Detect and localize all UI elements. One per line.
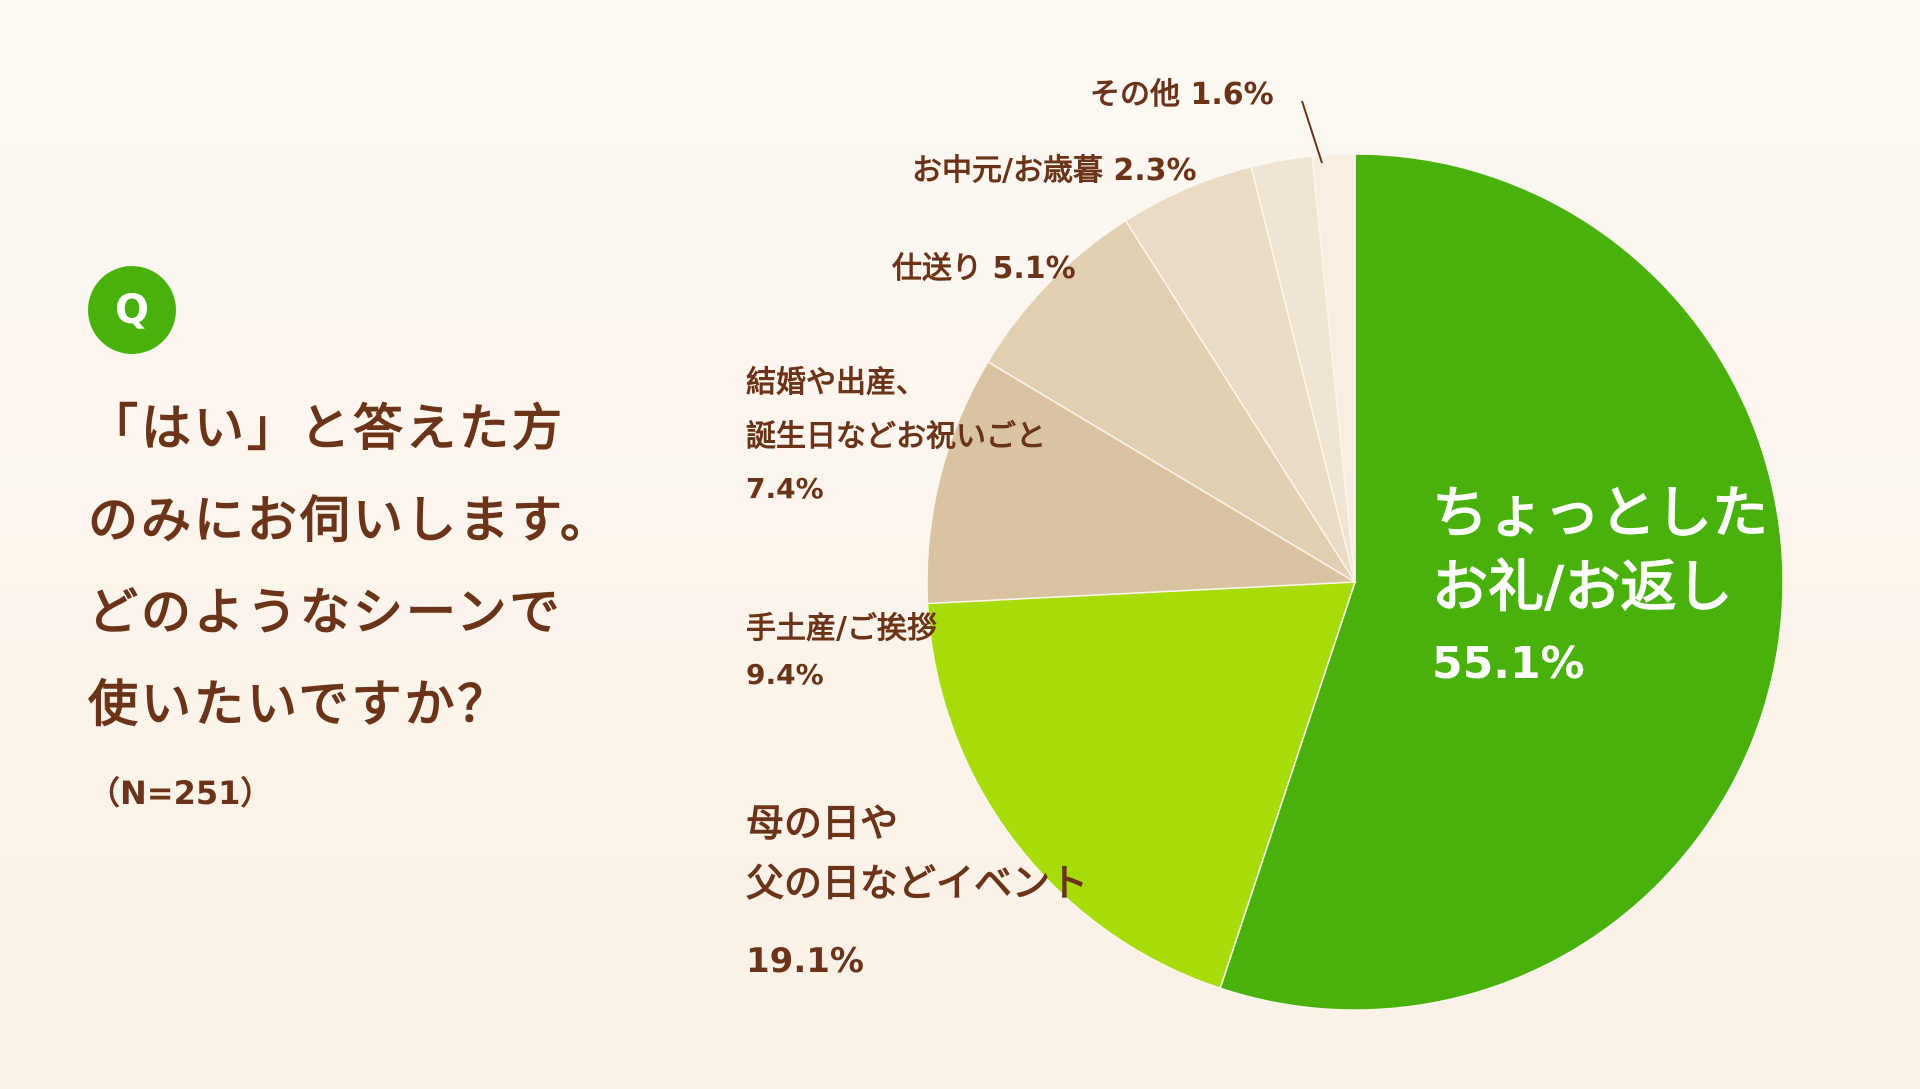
slice-label: お礼/お返し — [1432, 555, 1732, 620]
slice-value-label: 7.4% — [746, 472, 824, 505]
slice-label: お中元/お歳暮 2.3% — [912, 153, 1197, 188]
leader-line-other — [1301, 100, 1323, 164]
q-badge: Q — [88, 266, 176, 354]
sample-size: （N=251） — [88, 774, 273, 812]
question-line: どのようなシーンで — [88, 583, 563, 641]
pie-slices — [926, 153, 1784, 1011]
slice-label: 仕送り 5.1% — [891, 251, 1076, 286]
slice-value-label: 19.1% — [746, 941, 864, 981]
slice-label: その他 1.6% — [1090, 77, 1274, 112]
slice-label: 手土産/ご挨拶 — [746, 611, 937, 646]
slice-label: 結婚や出産、 — [746, 365, 926, 400]
question-line: のみにお伺いします。 — [88, 491, 613, 549]
pie-slice — [926, 581, 1357, 990]
slice-label: ちょっとした — [1432, 481, 1768, 546]
question-line: 使いたいですか？ — [88, 675, 511, 733]
slice-value-label: 55.1% — [1432, 638, 1585, 689]
slice-value-label: 9.4% — [746, 658, 824, 691]
slice-label: 父の日などイベント — [746, 861, 1088, 905]
pie-slice — [1311, 153, 1356, 583]
pie-slice — [926, 360, 1358, 605]
slice-label: 母の日や — [746, 801, 898, 845]
question-text: 「はい」と答えた方 のみにお伺いします。 どのようなシーンで 使いたいですか？ — [88, 382, 728, 750]
slice-label: 誕生日などお祝いごと — [746, 419, 1046, 454]
pie-slice — [1219, 153, 1784, 1011]
question-line: 「はい」と答えた方 — [88, 399, 565, 457]
pie-slice — [986, 219, 1356, 583]
